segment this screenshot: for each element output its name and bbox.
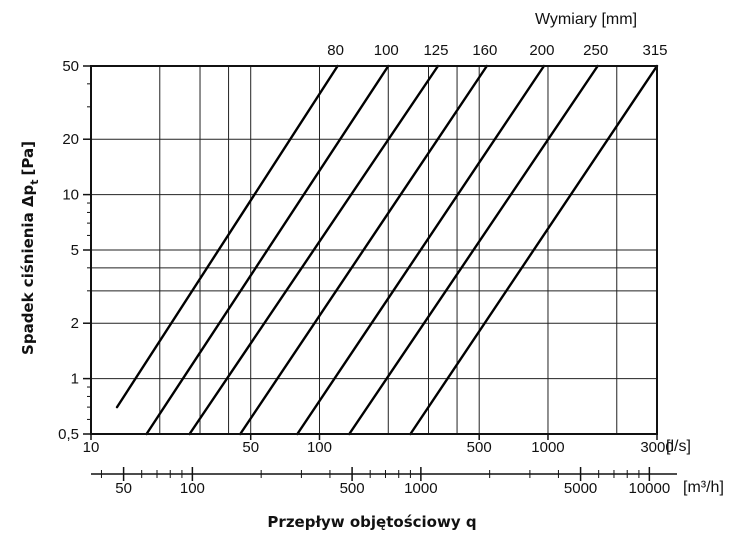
x2-tick-label: 5000 bbox=[564, 480, 597, 497]
x-tick-label: 100 bbox=[307, 439, 332, 456]
x2-tick-label: 500 bbox=[340, 480, 365, 497]
y-axis-title-unit: [Pa] bbox=[19, 141, 37, 175]
series-labels: 80 100 125 160 200 250 315 bbox=[327, 42, 667, 59]
y-tick-label: 20 bbox=[62, 131, 79, 148]
series-label-315: 315 bbox=[642, 42, 667, 59]
series-line-100 bbox=[145, 64, 390, 436]
y-tick-label: 1 bbox=[71, 371, 79, 388]
y-tick-label: 2 bbox=[71, 315, 79, 332]
x2-tick-label: 100 bbox=[180, 480, 205, 497]
x-tick-label: 500 bbox=[467, 439, 492, 456]
y-tick-label: 10 bbox=[62, 187, 79, 204]
series-line-125 bbox=[188, 64, 440, 436]
series-line-315 bbox=[409, 64, 659, 436]
x-axis-title: Przepływ objętościowy q bbox=[267, 513, 476, 531]
y-tick-label: 5 bbox=[71, 242, 79, 259]
series-label-160: 160 bbox=[472, 42, 497, 59]
x-tick-label: 50 bbox=[242, 439, 259, 456]
series-line-160 bbox=[239, 64, 489, 436]
series-label-100: 100 bbox=[374, 42, 399, 59]
series-line-80 bbox=[115, 64, 339, 409]
grid bbox=[91, 65, 658, 435]
x-axis-ticks-ls: 10 50 100 500 1000 3000 bbox=[83, 434, 674, 456]
series-line-250 bbox=[348, 64, 599, 436]
x-unit-ls: [l/s] bbox=[666, 438, 691, 455]
x-tick-label: 3000 bbox=[640, 439, 673, 456]
y-axis-title-sub: t bbox=[28, 179, 41, 184]
series-label-125: 125 bbox=[423, 42, 448, 59]
series-label-200: 200 bbox=[529, 42, 554, 59]
series-line-200 bbox=[296, 64, 546, 436]
x-unit-m3h: [m³/h] bbox=[683, 479, 724, 496]
y-axis-ticks: 0,5 1 2 5 10 20 50 bbox=[58, 58, 91, 443]
series-label-80: 80 bbox=[327, 42, 344, 59]
x2-tick-label: 50 bbox=[115, 480, 132, 497]
x2-tick-label: 10000 bbox=[629, 480, 671, 497]
top-title: Wymiary [mm] bbox=[535, 11, 637, 28]
y-tick-label: 0,5 bbox=[58, 426, 79, 443]
series-lines bbox=[115, 64, 659, 436]
y-axis-title-main: Spadek ciśnienia Δp bbox=[19, 184, 37, 354]
x2-tick-label: 1000 bbox=[404, 480, 437, 497]
y-tick-label: 50 bbox=[62, 58, 79, 75]
x-tick-label: 10 bbox=[83, 439, 100, 456]
y-axis-title: Spadek ciśnienia Δpt [Pa] bbox=[19, 141, 41, 355]
x-tick-label: 1000 bbox=[531, 439, 564, 456]
x-axis-m3h: 50 100 500 1000 5000 10000 bbox=[91, 467, 677, 497]
series-label-250: 250 bbox=[583, 42, 608, 59]
